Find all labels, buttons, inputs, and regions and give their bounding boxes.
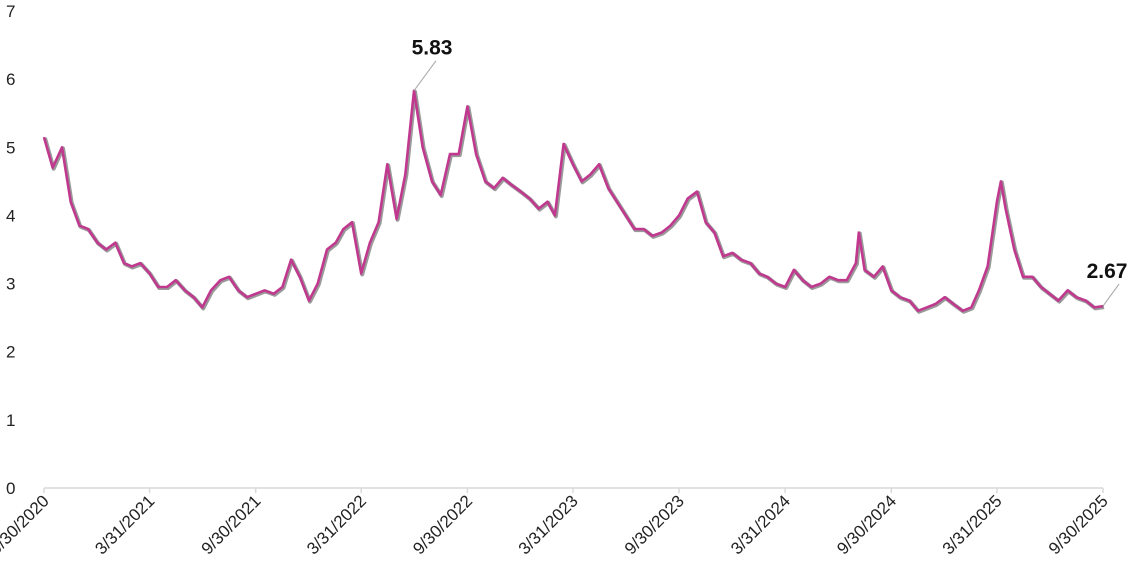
x-axis: 9/30/2020 3/31/2021 9/30/2021 3/31/2022 9/30…: [0, 488, 1112, 558]
annotation-leader-line: [413, 60, 437, 92]
annotation-label: 2.67: [1087, 260, 1128, 283]
series-line-shadow: [43, 89, 1105, 314]
y-tick-label: 4: [6, 206, 15, 225]
series-line: [42, 89, 1104, 313]
x-tick-label: 3/31/2023: [515, 491, 582, 558]
annotation-label: 5.83: [412, 37, 453, 60]
x-tick-label: 9/30/2025: [1045, 491, 1112, 558]
annotations: 5.83 2.67: [412, 37, 1128, 307]
x-tick-label: 3/31/2022: [303, 491, 370, 558]
y-axis: 0 1 2 3 4 5 6 7: [6, 2, 15, 498]
x-tick-label: 9/30/2024: [833, 491, 900, 558]
x-tick-label: 3/31/2025: [939, 491, 1006, 558]
y-tick-label: 2: [6, 343, 15, 362]
y-tick-label: 1: [6, 411, 15, 430]
x-tick-label: 9/30/2020: [0, 491, 53, 558]
y-tick-label: 5: [6, 138, 15, 157]
y-tick-label: 6: [6, 70, 15, 89]
x-tick-label: 9/30/2021: [198, 491, 265, 558]
annotation-leader-line: [1102, 283, 1120, 307]
y-tick-label: 0: [6, 479, 15, 498]
x-tick-label: 9/30/2023: [621, 491, 688, 558]
y-tick-label: 3: [6, 275, 15, 294]
x-tick-label: 9/30/2022: [409, 491, 476, 558]
x-tick-label: 3/31/2021: [91, 491, 158, 558]
x-tick-label: 3/31/2024: [727, 491, 794, 558]
y-tick-label: 7: [6, 2, 15, 21]
